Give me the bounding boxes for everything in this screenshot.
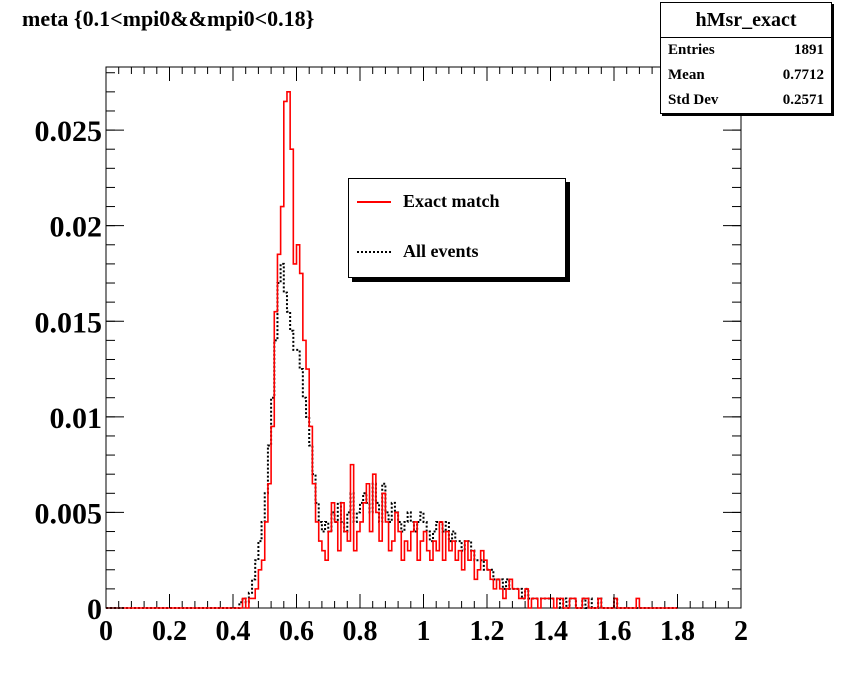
y-tick-label: 0.015 — [35, 306, 103, 339]
x-tick-label: 0 — [99, 616, 113, 647]
x-tick-label: 1.4 — [533, 616, 568, 647]
x-tick-label: 0.6 — [279, 616, 314, 647]
stats-value: 1891 — [794, 42, 824, 58]
stats-label: Entries — [668, 42, 715, 58]
legend-entry-exact-match: Exact match — [357, 191, 499, 212]
stats-label: Mean — [668, 67, 705, 83]
legend-swatch-solid-red — [357, 200, 391, 203]
minor-ticks — [105, 67, 742, 609]
x-tick-label: 0.8 — [343, 616, 378, 647]
y-tick-label: 0.005 — [35, 497, 103, 530]
stats-value: 0.7712 — [782, 67, 824, 83]
y-tick-label: 0.01 — [50, 402, 103, 435]
chart-title: meta {0.1<mpi0&&mpi0<0.18} — [22, 6, 315, 31]
plot-frame — [105, 66, 742, 609]
y-tick-label: 0 — [87, 593, 102, 626]
stats-value: 0.2571 — [782, 92, 824, 108]
series-exact-match — [106, 91, 678, 609]
x-tick-label: 1 — [417, 616, 431, 647]
series-all-events — [106, 262, 678, 609]
stats-row-stddev: Std Dev 0.2571 — [661, 88, 831, 113]
stats-row-entries: Entries 1891 — [661, 38, 831, 63]
x-tick-label: 2 — [734, 616, 748, 647]
x-tick-label: 0.4 — [216, 616, 251, 647]
x-tick-label: 1.6 — [597, 616, 632, 647]
series-group — [106, 91, 678, 609]
y-axis: 0 0.005 0.01 0.015 0.02 0.025 — [35, 115, 741, 626]
x-axis: 0 0.2 0.4 0.6 0.8 1 1.2 1.4 1.6 1.8 2 — [99, 67, 748, 647]
y-tick-label: 0.025 — [35, 115, 103, 148]
x-tick-label: 1.8 — [660, 616, 695, 647]
stats-box: hMsr_exact Entries 1891 Mean 0.7712 Std … — [660, 2, 832, 114]
legend-label: Exact match — [403, 191, 500, 211]
stats-label: Std Dev — [668, 92, 719, 108]
legend-entry-all-events: All events — [357, 241, 479, 262]
x-tick-label: 1.2 — [470, 616, 505, 647]
stats-row-mean: Mean 0.7712 — [661, 63, 831, 88]
y-tick-label: 0.02 — [50, 211, 103, 244]
x-tick-label: 0.2 — [152, 616, 187, 647]
legend-swatch-dotted-black — [357, 250, 391, 253]
legend-label: All events — [403, 241, 479, 261]
legend: Exact match All events — [348, 178, 566, 278]
stats-box-name: hMsr_exact — [661, 3, 831, 38]
